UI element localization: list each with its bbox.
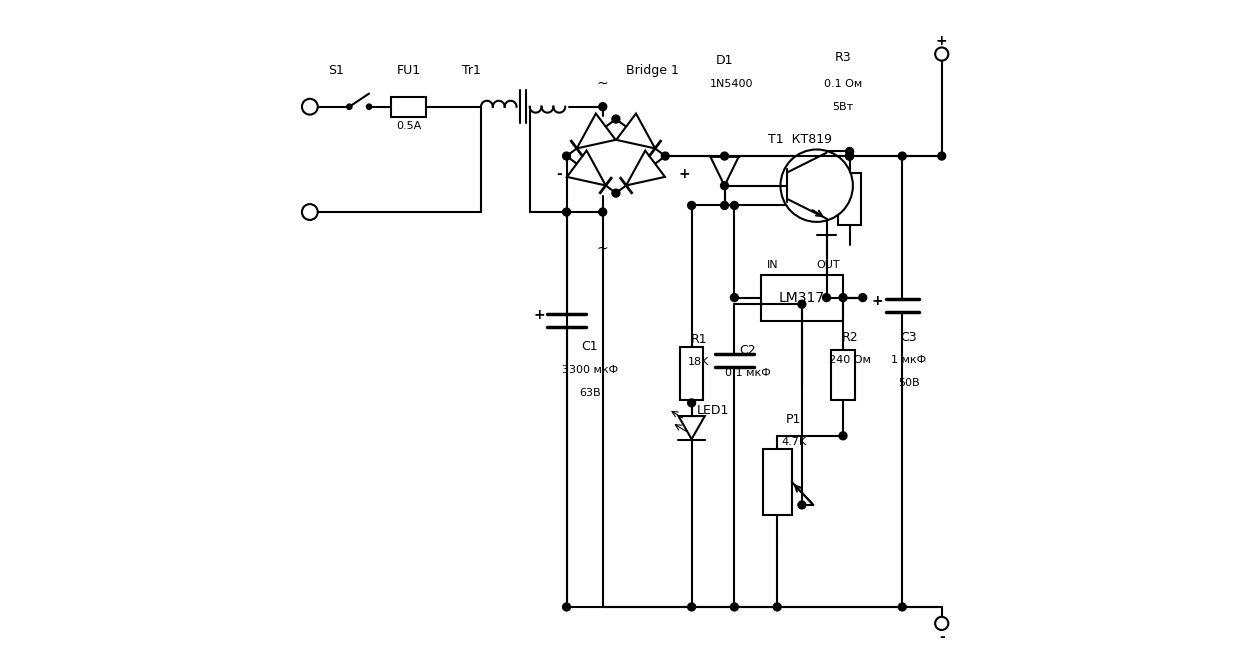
Text: 240 Ом: 240 Ом bbox=[829, 355, 870, 365]
Text: R1: R1 bbox=[691, 332, 707, 346]
Text: C1: C1 bbox=[581, 340, 598, 354]
Text: R2: R2 bbox=[842, 330, 858, 344]
Polygon shape bbox=[710, 156, 740, 186]
Circle shape bbox=[845, 152, 854, 160]
Text: ~: ~ bbox=[596, 241, 609, 255]
Circle shape bbox=[721, 182, 728, 190]
Text: 1N5400: 1N5400 bbox=[710, 79, 753, 89]
Polygon shape bbox=[679, 416, 705, 439]
Circle shape bbox=[346, 104, 352, 109]
Text: +: + bbox=[679, 167, 690, 181]
Circle shape bbox=[935, 48, 949, 61]
Bar bbox=[680, 347, 703, 400]
Circle shape bbox=[563, 152, 570, 160]
Text: 50В: 50В bbox=[898, 378, 920, 388]
Polygon shape bbox=[616, 114, 655, 149]
Circle shape bbox=[721, 202, 728, 210]
Circle shape bbox=[781, 149, 853, 222]
Bar bbox=[832, 350, 855, 400]
Circle shape bbox=[366, 104, 372, 109]
Text: +: + bbox=[936, 34, 947, 48]
Text: LED1: LED1 bbox=[697, 405, 730, 417]
Bar bbox=[838, 173, 862, 225]
Text: OUT: OUT bbox=[815, 260, 839, 270]
Text: LM317: LM317 bbox=[779, 291, 825, 305]
Polygon shape bbox=[626, 151, 665, 186]
Circle shape bbox=[937, 152, 946, 160]
Text: T1  КТ819: T1 КТ819 bbox=[768, 133, 832, 146]
Circle shape bbox=[721, 152, 728, 160]
Circle shape bbox=[563, 208, 570, 216]
Text: 5Вт: 5Вт bbox=[833, 102, 854, 112]
Polygon shape bbox=[566, 151, 606, 186]
Circle shape bbox=[599, 102, 606, 110]
Circle shape bbox=[899, 152, 906, 160]
Text: S1: S1 bbox=[329, 64, 344, 77]
Text: 63В: 63В bbox=[579, 388, 600, 398]
Circle shape bbox=[823, 293, 830, 301]
Text: ~: ~ bbox=[596, 77, 609, 91]
Text: 1 мкФ: 1 мкФ bbox=[891, 355, 926, 365]
Circle shape bbox=[731, 293, 738, 301]
Text: 4.7K: 4.7K bbox=[781, 438, 807, 447]
Circle shape bbox=[731, 202, 738, 210]
Bar bbox=[391, 97, 426, 116]
Circle shape bbox=[845, 147, 854, 155]
Text: C3: C3 bbox=[900, 330, 918, 344]
Circle shape bbox=[773, 603, 781, 611]
Bar bbox=[763, 449, 792, 515]
FancyBboxPatch shape bbox=[761, 274, 843, 321]
Text: 3300 мкФ: 3300 мкФ bbox=[561, 365, 618, 375]
Text: FU1: FU1 bbox=[396, 64, 421, 77]
Circle shape bbox=[687, 202, 696, 210]
Circle shape bbox=[731, 603, 738, 611]
Text: -: - bbox=[555, 167, 561, 181]
Circle shape bbox=[613, 115, 620, 123]
Text: 0.1 Ом: 0.1 Ом bbox=[824, 79, 862, 89]
Text: D1: D1 bbox=[716, 54, 733, 67]
Text: 0.5A: 0.5A bbox=[396, 122, 421, 132]
Polygon shape bbox=[576, 114, 615, 149]
Circle shape bbox=[839, 432, 847, 440]
Circle shape bbox=[859, 293, 867, 301]
Circle shape bbox=[661, 152, 670, 160]
Text: 18K: 18K bbox=[688, 357, 710, 367]
Circle shape bbox=[613, 189, 620, 197]
Text: Bridge 1: Bridge 1 bbox=[626, 64, 679, 77]
Circle shape bbox=[687, 399, 696, 407]
Text: +: + bbox=[872, 293, 883, 307]
Text: IN: IN bbox=[767, 260, 779, 270]
Circle shape bbox=[935, 617, 949, 630]
Circle shape bbox=[899, 603, 906, 611]
Text: +: + bbox=[533, 309, 545, 323]
Circle shape bbox=[599, 208, 606, 216]
Text: R3: R3 bbox=[834, 51, 852, 64]
Text: Tr1: Tr1 bbox=[462, 64, 481, 77]
Circle shape bbox=[839, 293, 847, 301]
Text: 0.1 мкФ: 0.1 мкФ bbox=[725, 368, 771, 378]
Text: C2: C2 bbox=[740, 344, 756, 357]
Text: -: - bbox=[939, 629, 945, 644]
Circle shape bbox=[845, 152, 854, 160]
Circle shape bbox=[687, 603, 696, 611]
Circle shape bbox=[798, 501, 806, 509]
Circle shape bbox=[798, 300, 806, 308]
Circle shape bbox=[563, 603, 570, 611]
Text: P1: P1 bbox=[786, 413, 802, 426]
